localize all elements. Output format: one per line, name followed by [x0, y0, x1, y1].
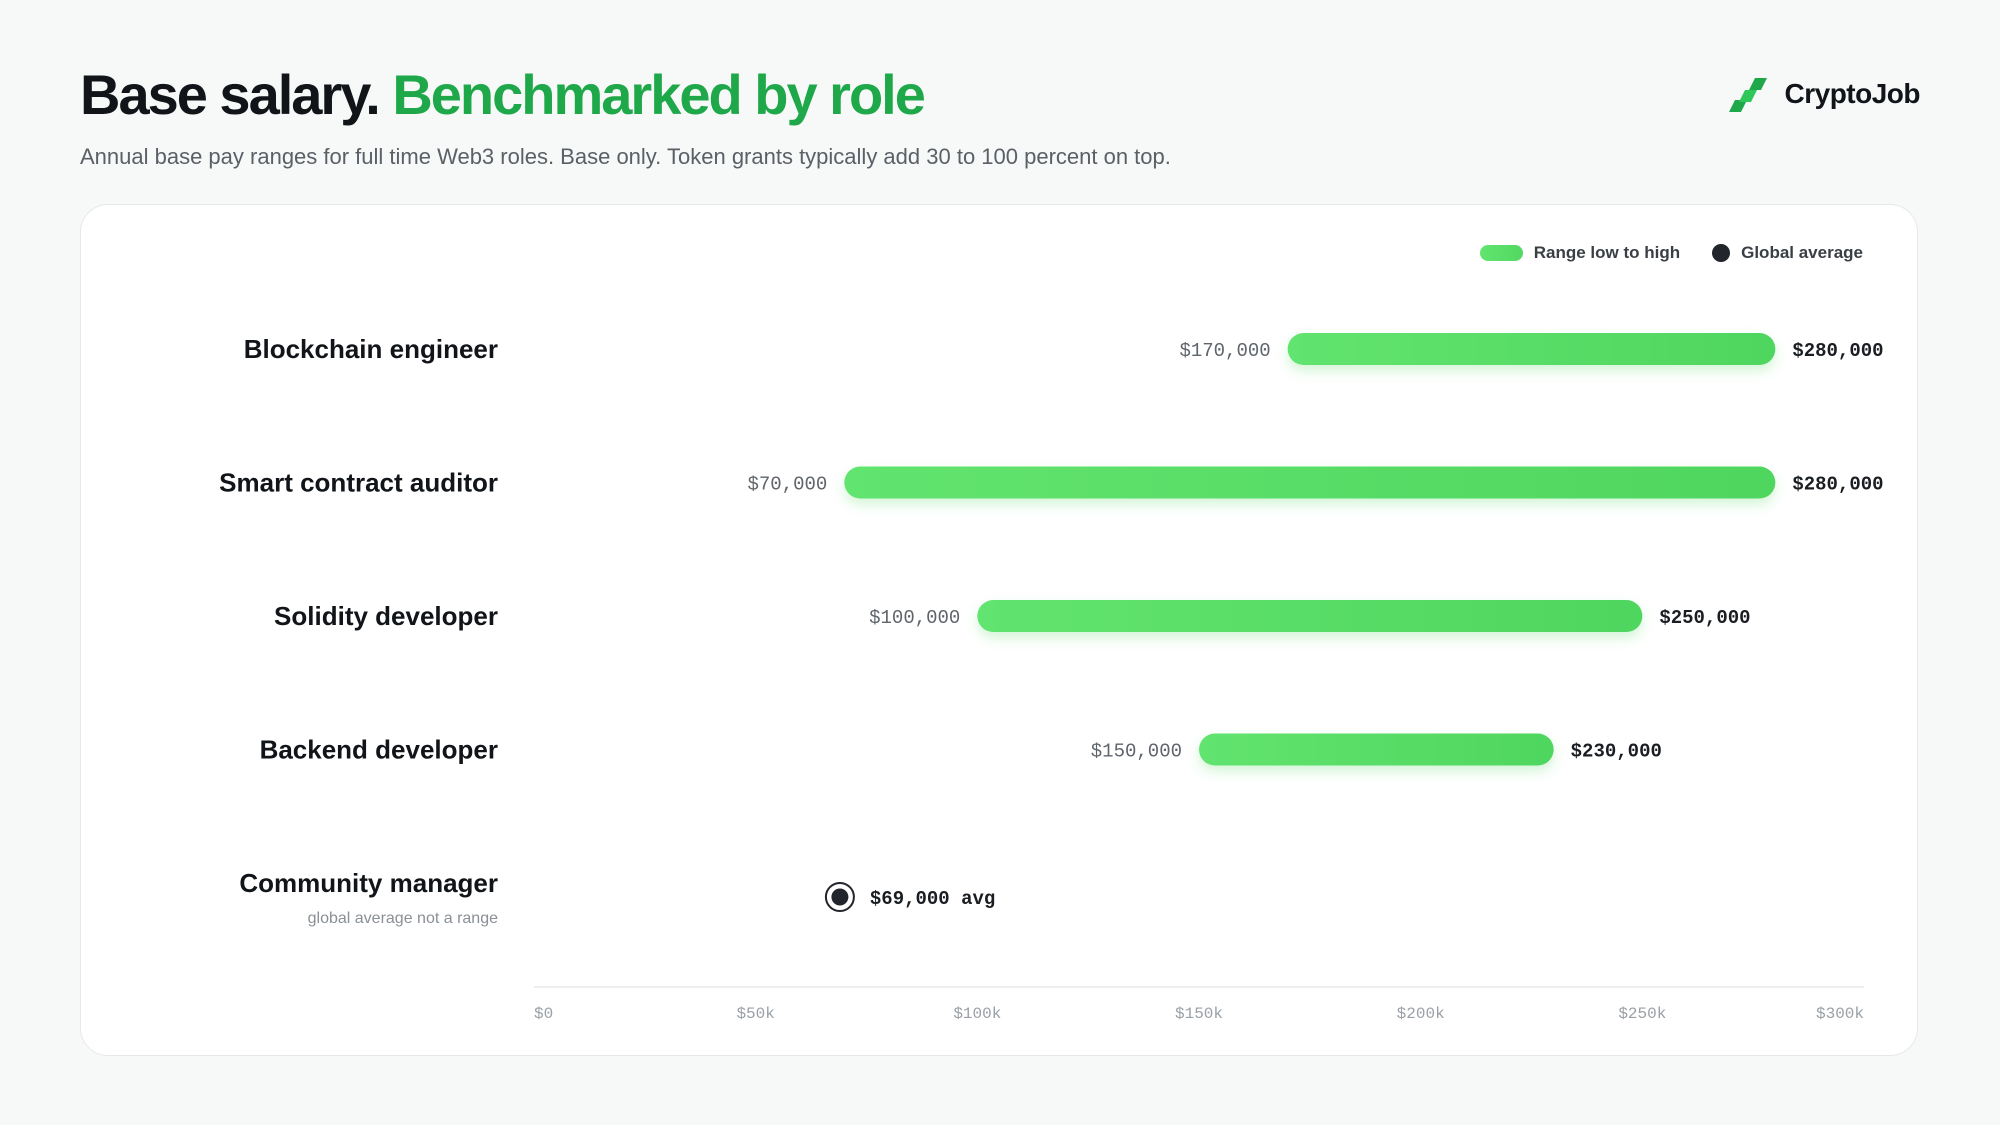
- title-accent: Benchmarked by role: [392, 63, 926, 126]
- average-value-label: $69,000 avg: [870, 888, 995, 910]
- chart-row: Blockchain engineer $170,000 $280,000: [244, 333, 1884, 365]
- x-tick-label: $300k: [1816, 1005, 1864, 1023]
- chart-row: Backend developer $150,000 $230,000: [260, 733, 1662, 766]
- range-high-label: $250,000: [1659, 607, 1750, 629]
- range-bar: [1199, 733, 1554, 766]
- chart-row: Solidity developer $100,000 $250,000: [274, 600, 1751, 632]
- role-label: Backend developer: [260, 735, 498, 765]
- role-label: Community manager: [239, 868, 498, 898]
- average-marker: [831, 888, 849, 906]
- chart-row: Community manager $69,000 avg global avera…: [239, 868, 995, 927]
- page-subtitle: Annual base pay ranges for full time Web…: [80, 144, 1171, 169]
- range-high-label: $230,000: [1571, 741, 1662, 763]
- x-tick-label: $200k: [1397, 1005, 1445, 1023]
- x-tick-label: $50k: [736, 1005, 774, 1023]
- x-tick-label: $0: [534, 1005, 553, 1023]
- role-note: global average not a range: [308, 910, 498, 927]
- role-label: Blockchain engineer: [244, 334, 498, 364]
- legend-item-average: Global average: [1712, 243, 1863, 263]
- range-bar: [1287, 333, 1776, 365]
- legend-average-swatch: [1712, 244, 1731, 262]
- range-bar: [844, 466, 1776, 499]
- role-label: Solidity developer: [274, 601, 498, 631]
- page-title: Base salary. Benchmarked by role: [80, 62, 926, 127]
- x-tick-label: $250k: [1618, 1005, 1666, 1023]
- x-tick-label: $150k: [1175, 1005, 1223, 1023]
- x-tick-label: $100k: [953, 1005, 1001, 1023]
- legend-range-swatch: [1479, 245, 1523, 261]
- brand-name: CryptoJob: [1784, 78, 1921, 109]
- range-low-label: $170,000: [1179, 340, 1270, 362]
- role-label: Smart contract auditor: [219, 468, 498, 498]
- cryptojob-logo-icon: [1728, 78, 1767, 112]
- legend-average-label: Global average: [1741, 243, 1863, 262]
- legend-item-range: Range low to high: [1479, 243, 1681, 263]
- range-high-label: $280,000: [1792, 340, 1883, 362]
- range-low-label: $100,000: [869, 607, 960, 629]
- range-high-label: $280,000: [1792, 474, 1883, 496]
- range-low-label: $70,000: [748, 474, 828, 496]
- brand-logo: CryptoJob: [1727, 74, 1921, 114]
- range-low-label: $150,000: [1091, 741, 1182, 763]
- legend-range-label: Range low to high: [1533, 243, 1681, 262]
- chart-row: Smart contract auditor $70,000 $280,000: [219, 466, 1884, 499]
- chart-legend: Range low to high Global average: [1479, 243, 1863, 263]
- title-main: Base salary.: [80, 63, 381, 126]
- range-bar: [977, 600, 1643, 632]
